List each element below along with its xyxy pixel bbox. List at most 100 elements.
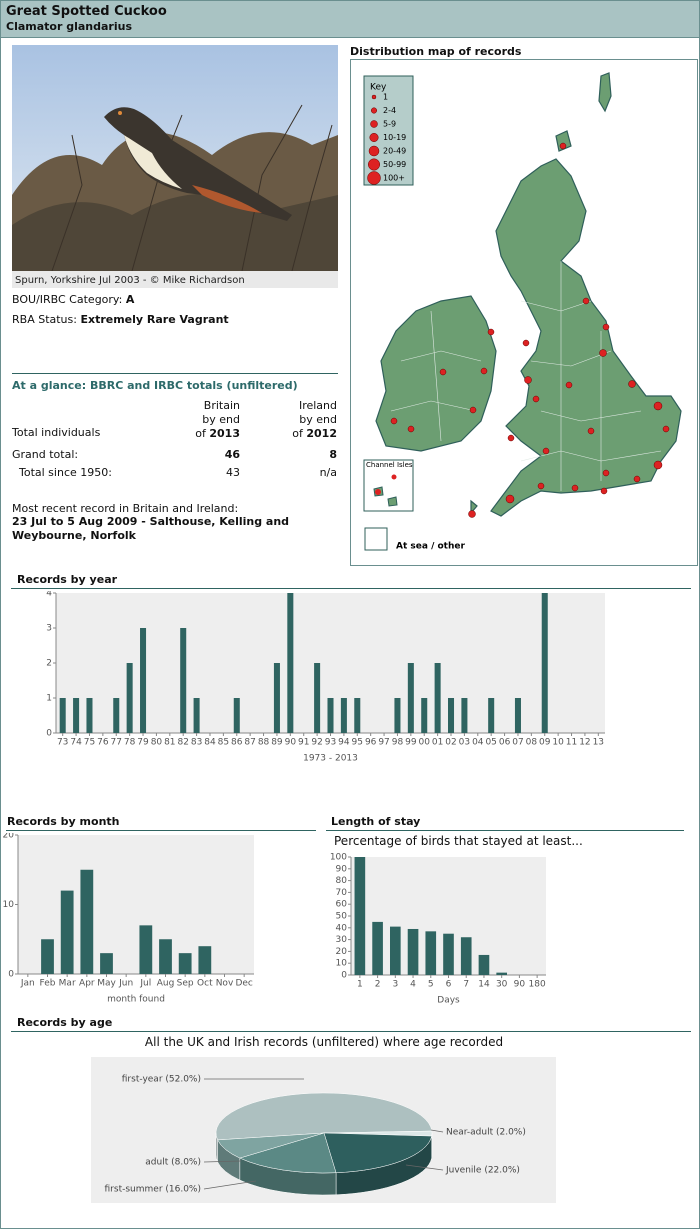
- bar: [407, 663, 414, 733]
- x-tick-label: 85: [218, 738, 229, 748]
- col-name: Britain: [203, 399, 240, 412]
- x-tick-label: 07: [512, 738, 523, 748]
- bar: [41, 939, 54, 974]
- y-tick-label: 10: [3, 900, 15, 910]
- bar: [100, 953, 113, 974]
- x-tick-label: 76: [97, 738, 109, 748]
- x-tick-label: 11: [566, 738, 577, 748]
- pie-slice: [215, 1092, 433, 1141]
- bar: [354, 857, 366, 975]
- key-title: Key: [370, 83, 387, 93]
- x-tick-label: Jun: [118, 979, 133, 989]
- bar: [126, 663, 133, 733]
- x-tick-label: 02: [445, 738, 456, 748]
- x-tick-label: 2: [375, 980, 381, 990]
- bar: [478, 954, 490, 975]
- y-tick-label: 40: [336, 923, 348, 933]
- bar: [139, 925, 153, 974]
- channel-label: Channel Isles: [366, 461, 413, 469]
- y-tick-label: 1: [46, 694, 52, 704]
- x-tick-label: 01: [432, 738, 443, 748]
- x-tick-label: 93: [325, 738, 336, 748]
- col-by: by end: [299, 413, 337, 426]
- row-label: Total since 1950:: [19, 466, 112, 479]
- slice-label: first-summer (16.0%): [105, 1185, 201, 1195]
- col-name: Ireland: [298, 399, 337, 412]
- label: RBA Status:: [12, 313, 77, 326]
- section-title: Records by year: [17, 573, 118, 586]
- x-tick-label: Jan: [20, 979, 35, 989]
- header-bar: [1, 1, 699, 38]
- y-tick-label: 2: [46, 659, 52, 669]
- rule: [11, 1031, 691, 1032]
- bar: [273, 663, 280, 733]
- bar: [541, 593, 548, 733]
- key-dot: [371, 94, 377, 100]
- bar: [340, 698, 347, 733]
- bar: [461, 698, 468, 733]
- x-tick-label: Feb: [40, 979, 56, 989]
- slice-label: Near-adult (2.0%): [446, 1128, 526, 1138]
- x-tick-label: Dec: [235, 979, 252, 989]
- key: 1 2-4 5-9 10-19 20-49 50-99 100+: [367, 93, 406, 185]
- x-tick-label: Mar: [59, 979, 76, 989]
- y-tick-label: 0: [341, 971, 347, 981]
- bar: [514, 698, 521, 733]
- y-tick-label: 50: [336, 912, 348, 922]
- x-tick-label: 87: [244, 738, 255, 748]
- x-axis-label: Days: [437, 996, 460, 1006]
- x-tick-label: 10: [552, 738, 564, 748]
- bar: [287, 593, 294, 733]
- x-tick-label: 95: [352, 738, 363, 748]
- y-tick-label: 0: [8, 970, 14, 980]
- bar: [73, 698, 80, 733]
- x-axis-label: month found: [107, 995, 165, 1005]
- row-title: Total individuals: [12, 426, 101, 439]
- x-tick-label: 98: [392, 738, 404, 748]
- bar: [443, 933, 454, 975]
- rule: [6, 830, 316, 831]
- x-tick-label: 88: [258, 738, 270, 748]
- category-line: BOU/IRBC Category: A: [12, 293, 134, 306]
- key-dot: [371, 107, 377, 114]
- x-axis-label: 1973 - 2013: [303, 754, 358, 764]
- x-tick-label: Jul: [139, 979, 151, 989]
- year: 2012: [306, 427, 337, 440]
- key-dot: [368, 145, 380, 157]
- key-label: 1: [383, 93, 388, 102]
- bar: [80, 869, 94, 974]
- x-tick-label: 86: [231, 738, 243, 748]
- key-dot: [368, 158, 380, 171]
- x-tick-label: 4: [410, 980, 416, 990]
- key-label: 5-9: [383, 120, 396, 129]
- x-tick-label: 12: [579, 738, 590, 748]
- cell: 8: [329, 448, 337, 461]
- y-tick-label: 100: [330, 853, 347, 863]
- x-tick-label: 83: [191, 738, 202, 748]
- slice-label: first-year (52.0%): [122, 1075, 201, 1085]
- key-label: 10-19: [383, 133, 406, 142]
- section-title: Length of stay: [331, 815, 421, 828]
- key-label: 20-49: [383, 147, 406, 156]
- x-tick-label: 81: [164, 738, 175, 748]
- x-tick-label: Nov: [216, 979, 234, 989]
- bar: [59, 698, 66, 733]
- bar: [314, 663, 321, 733]
- cell: 46: [224, 448, 240, 461]
- y-tick-label: 3: [46, 624, 52, 634]
- x-tick-label: 84: [204, 738, 216, 748]
- section-title: Records by month: [7, 815, 120, 828]
- age-chart: first-year (52.0%) Near-adult (2.0%) Juven…: [91, 1057, 556, 1203]
- bar: [421, 698, 428, 733]
- rule: [11, 588, 691, 589]
- x-tick-label: Aug: [157, 979, 175, 989]
- year: 2013: [209, 427, 240, 440]
- map: Key 1 2-4 5-9 10-19 20-49 50-99 100+ Channel I…: [350, 59, 698, 566]
- col-of: of 2013: [161, 427, 240, 441]
- x-tick-label: 3: [392, 980, 398, 990]
- cell: 43: [226, 466, 240, 479]
- bar: [394, 698, 401, 733]
- x-tick-label: 73: [57, 738, 68, 748]
- scientific-name: Clamator glandarius: [6, 20, 132, 33]
